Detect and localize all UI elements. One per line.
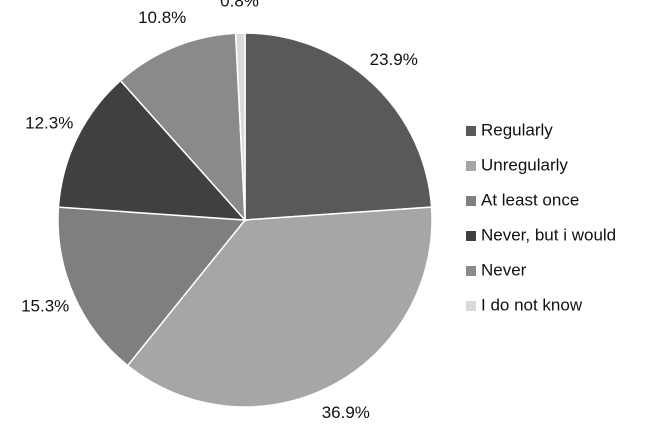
- legend-label: Unregularly: [481, 155, 568, 174]
- legend-swatch: [466, 161, 476, 171]
- pie-slice: [234, 32, 246, 221]
- data-label: 10.8%: [138, 8, 186, 27]
- data-label: 0.8%: [220, 0, 259, 11]
- legend-label: Never, but i would: [481, 225, 616, 244]
- data-label: 23.9%: [370, 50, 418, 69]
- data-label: 12.3%: [25, 114, 73, 133]
- legend-swatch: [466, 231, 476, 241]
- pie-slice: [119, 32, 246, 223]
- legend-label: Regularly: [481, 120, 553, 139]
- legend-label: I do not know: [481, 295, 583, 314]
- pie-slice: [57, 79, 247, 221]
- pie-slice: [244, 32, 433, 221]
- data-label: 15.3%: [21, 297, 69, 316]
- legend-swatch: [466, 301, 476, 311]
- legend-swatch: [466, 266, 476, 276]
- legend-swatch: [466, 126, 476, 136]
- pie-slice: [57, 206, 247, 367]
- pie-slice: [126, 206, 433, 408]
- legend-swatch: [466, 196, 476, 206]
- legend-label: At least once: [481, 190, 579, 209]
- data-label: 36.9%: [322, 403, 370, 421]
- legend-label: Never: [481, 260, 527, 279]
